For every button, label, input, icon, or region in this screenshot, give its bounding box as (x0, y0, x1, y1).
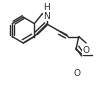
Text: N: N (43, 12, 50, 21)
Text: H: H (43, 3, 50, 12)
Text: O: O (83, 46, 90, 55)
Text: O: O (73, 69, 80, 78)
